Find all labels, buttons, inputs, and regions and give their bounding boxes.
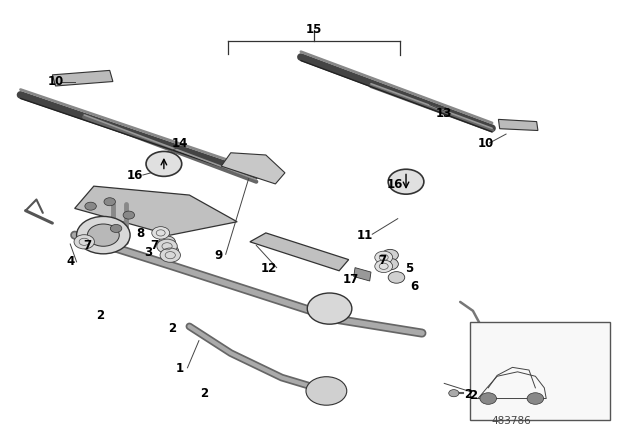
Circle shape bbox=[152, 227, 170, 239]
Polygon shape bbox=[499, 119, 538, 130]
Circle shape bbox=[157, 239, 177, 254]
Text: 8: 8 bbox=[136, 227, 145, 240]
Circle shape bbox=[74, 235, 95, 249]
Text: 12: 12 bbox=[261, 262, 277, 275]
Circle shape bbox=[375, 260, 393, 272]
Circle shape bbox=[306, 377, 347, 405]
Text: 7: 7 bbox=[378, 254, 387, 267]
Polygon shape bbox=[52, 70, 113, 86]
Text: 2: 2 bbox=[469, 389, 477, 402]
Circle shape bbox=[382, 258, 398, 270]
Text: 16: 16 bbox=[387, 178, 403, 191]
Text: 6: 6 bbox=[410, 280, 419, 293]
Text: 11: 11 bbox=[356, 228, 372, 241]
Polygon shape bbox=[221, 153, 285, 184]
Text: 13: 13 bbox=[436, 107, 452, 120]
Circle shape bbox=[88, 224, 119, 246]
Text: 10: 10 bbox=[477, 138, 494, 151]
Text: 2: 2 bbox=[464, 388, 472, 401]
Circle shape bbox=[159, 236, 175, 248]
Bar bbox=[470, 322, 610, 420]
Text: 17: 17 bbox=[342, 273, 358, 286]
Text: 16: 16 bbox=[127, 168, 143, 181]
Text: 3: 3 bbox=[144, 246, 152, 259]
Circle shape bbox=[104, 198, 115, 206]
Text: 483786: 483786 bbox=[492, 416, 531, 426]
Text: 9: 9 bbox=[214, 249, 222, 262]
Text: 5: 5 bbox=[405, 262, 413, 275]
Circle shape bbox=[110, 224, 122, 233]
Circle shape bbox=[77, 216, 130, 254]
Text: 1: 1 bbox=[176, 362, 184, 375]
Polygon shape bbox=[354, 267, 371, 281]
Circle shape bbox=[449, 390, 459, 397]
Polygon shape bbox=[75, 186, 237, 235]
Text: 10: 10 bbox=[47, 75, 63, 88]
Circle shape bbox=[388, 169, 424, 194]
Text: 15: 15 bbox=[305, 23, 322, 36]
Text: 2: 2 bbox=[200, 387, 208, 400]
Circle shape bbox=[123, 211, 134, 219]
Text: 2: 2 bbox=[168, 322, 176, 335]
Circle shape bbox=[382, 250, 398, 261]
Text: 7: 7 bbox=[83, 239, 92, 252]
Text: 2: 2 bbox=[96, 309, 104, 322]
Circle shape bbox=[388, 271, 404, 283]
Text: 7: 7 bbox=[150, 239, 158, 252]
Circle shape bbox=[527, 393, 543, 404]
Circle shape bbox=[162, 245, 179, 257]
Circle shape bbox=[146, 151, 182, 177]
Polygon shape bbox=[250, 233, 349, 271]
Circle shape bbox=[160, 248, 180, 262]
Circle shape bbox=[480, 393, 497, 404]
Circle shape bbox=[85, 202, 97, 210]
Text: 14: 14 bbox=[172, 138, 188, 151]
Circle shape bbox=[375, 251, 393, 263]
Circle shape bbox=[307, 293, 352, 324]
Text: 4: 4 bbox=[66, 255, 74, 268]
